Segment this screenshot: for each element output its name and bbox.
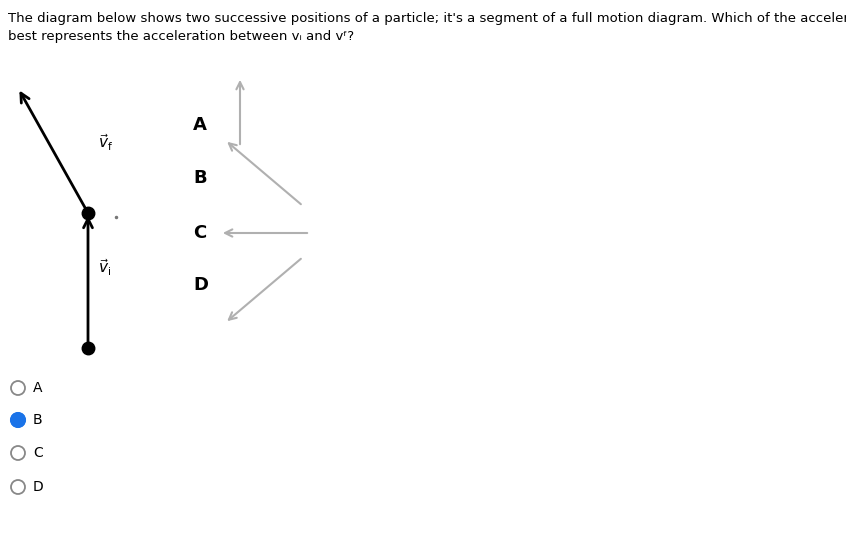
Text: $\vec{v}_\mathrm{f}$: $\vec{v}_\mathrm{f}$: [98, 133, 113, 153]
Text: B: B: [193, 169, 206, 187]
Circle shape: [11, 413, 25, 427]
Text: B: B: [33, 413, 42, 427]
Text: C: C: [193, 224, 206, 242]
Text: C: C: [33, 446, 43, 460]
Text: D: D: [193, 276, 208, 294]
Text: best represents the acceleration between vᵢ and vᶠ?: best represents the acceleration between…: [8, 30, 354, 43]
Text: D: D: [33, 480, 44, 494]
Text: A: A: [33, 381, 42, 395]
Text: The diagram below shows two successive positions of a particle; it's a segment o: The diagram below shows two successive p…: [8, 12, 846, 25]
Text: A: A: [193, 116, 207, 134]
Text: $\vec{v}_\mathrm{i}$: $\vec{v}_\mathrm{i}$: [98, 258, 111, 278]
